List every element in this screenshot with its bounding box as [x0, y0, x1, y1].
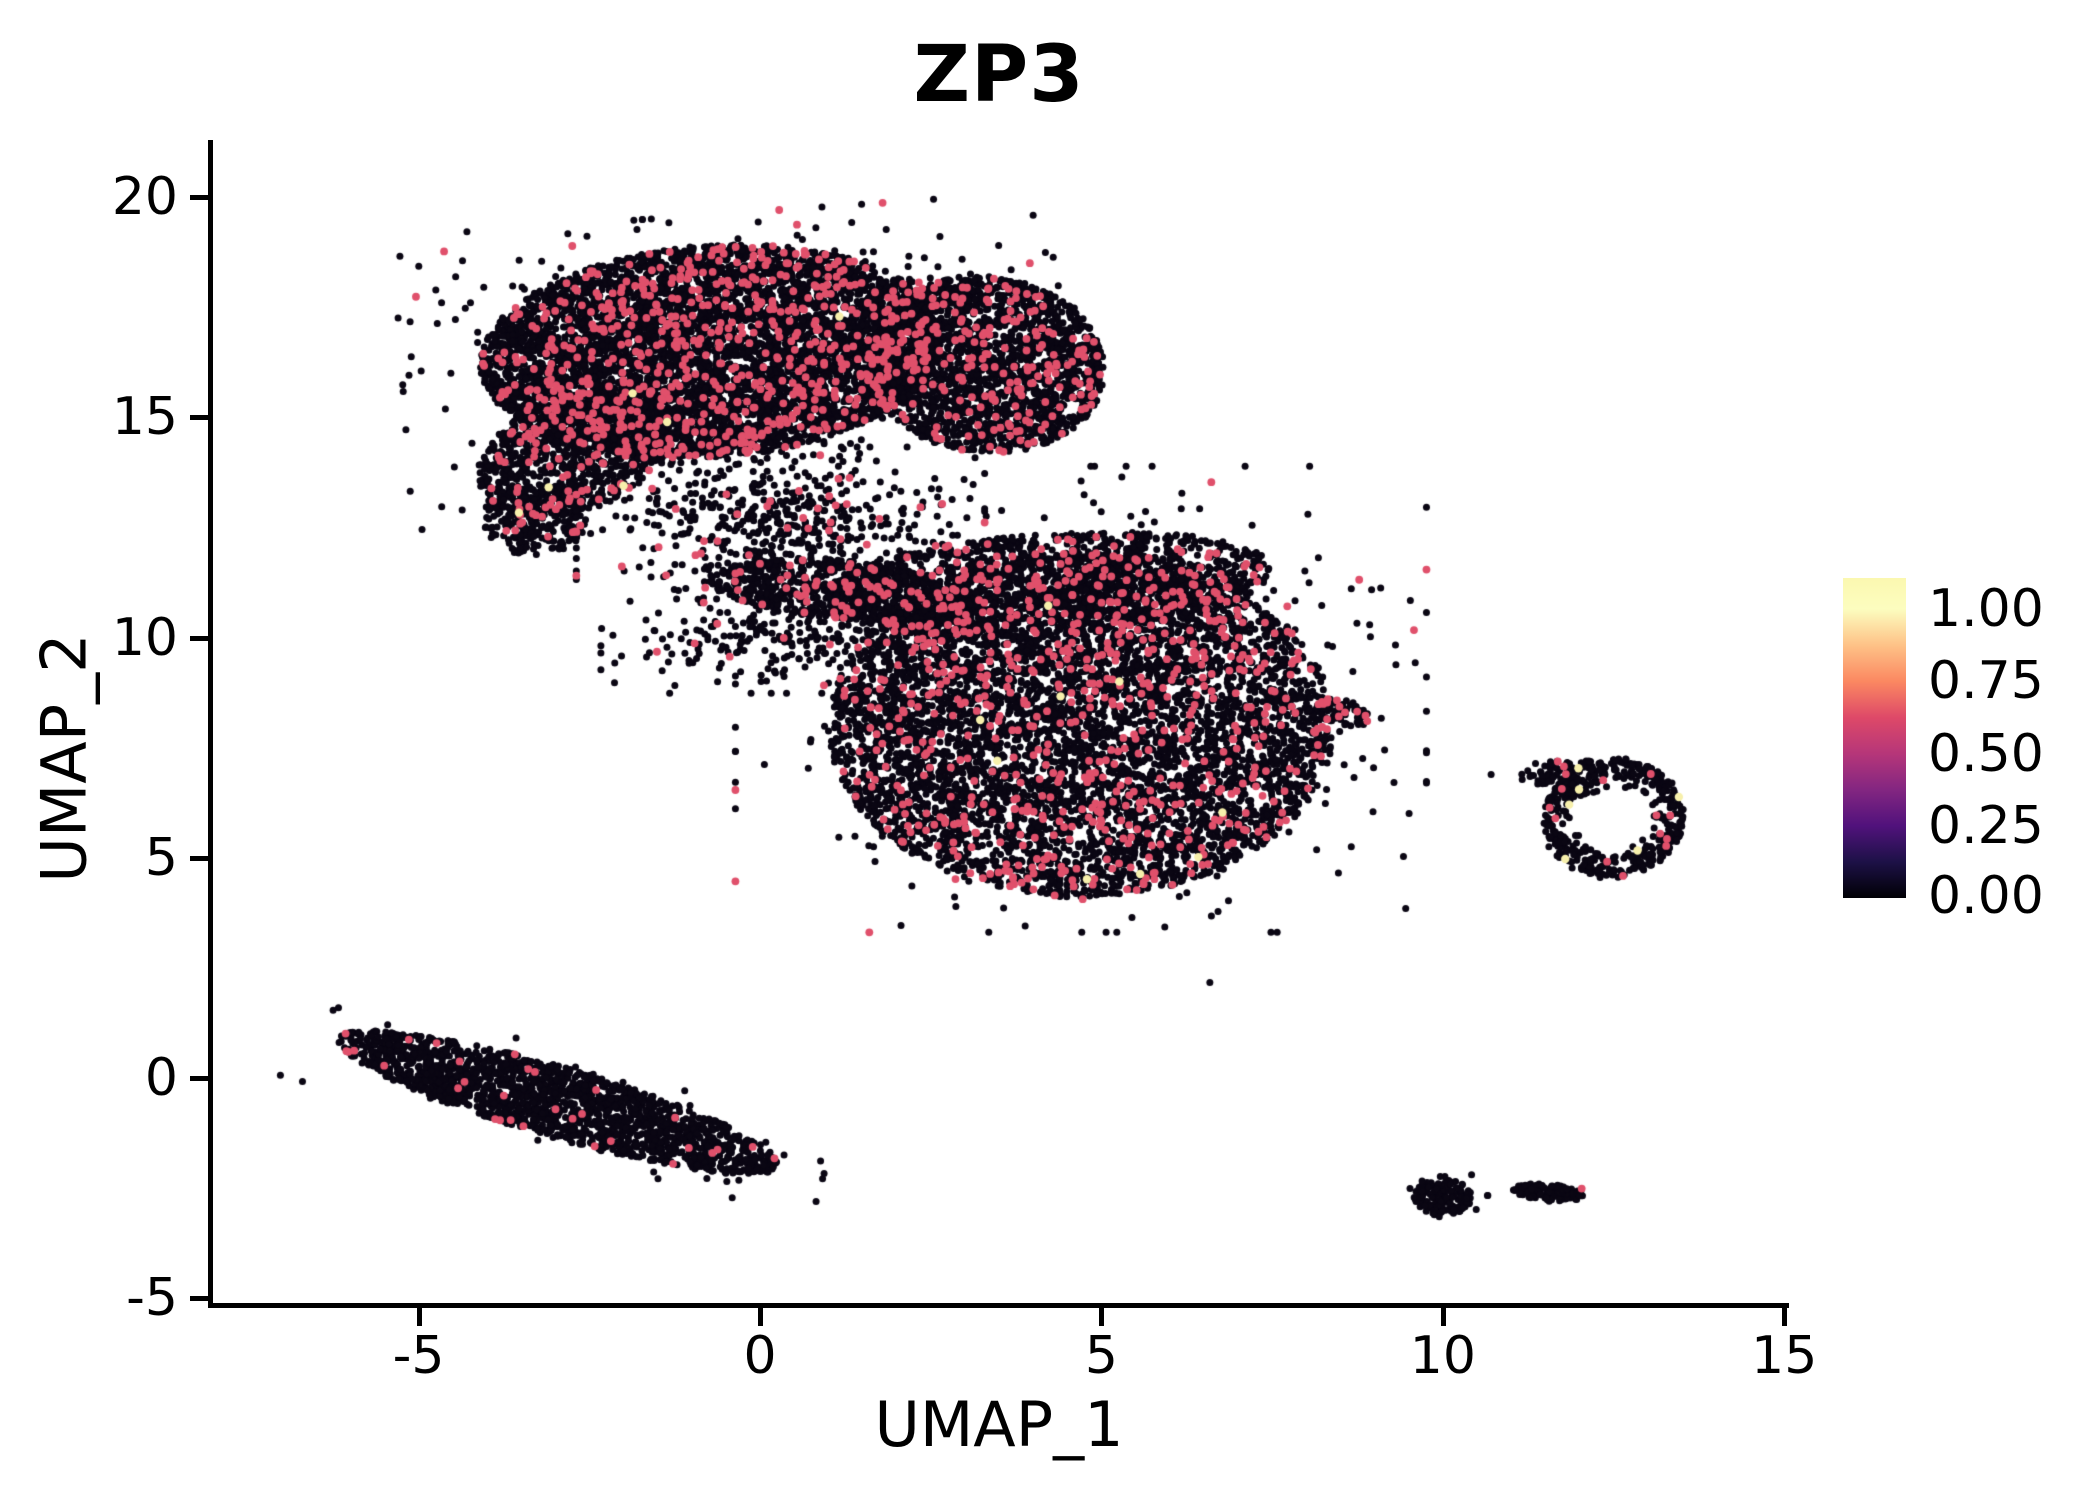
x-tick-mark [1099, 1308, 1105, 1326]
y-tick-mark [190, 1296, 208, 1302]
x-axis-title: UMAP_1 [874, 1388, 1124, 1461]
plot-title: ZP3 [913, 30, 1085, 120]
x-tick-mark [758, 1308, 763, 1326]
x-tick-mark [416, 1308, 422, 1326]
colorbar-tick-label: 0.00 [1928, 866, 2044, 926]
colorbar-gradient [1843, 578, 1906, 898]
x-tick-label: 10 [1409, 1326, 1476, 1386]
x-tick-mark [1440, 1308, 1446, 1326]
y-tick-label: -5 [126, 1268, 178, 1329]
colorbar-tick-label: 1.00 [1928, 579, 2044, 640]
y-tick-label: 5 [144, 827, 178, 888]
y-tick-mark [190, 195, 208, 201]
y-tick-mark [190, 635, 208, 641]
y-tick-mark [190, 855, 208, 861]
x-tick-mark [1782, 1308, 1788, 1326]
colorbar-tick-label: 0.25 [1928, 795, 2044, 856]
y-axis-line [208, 140, 213, 1308]
x-tick-label: -5 [392, 1326, 445, 1386]
y-axis-title: UMAP_2 [27, 633, 101, 883]
colorbar-tick-label: 0.75 [1928, 651, 2044, 712]
x-tick-label: 5 [1084, 1326, 1118, 1386]
x-tick-label: 15 [1751, 1326, 1818, 1386]
colorbar-tick-label: 0.50 [1928, 723, 2044, 784]
y-tick-label: 10 [111, 607, 178, 668]
y-tick-label: 20 [111, 167, 178, 228]
x-axis-line [208, 1303, 1789, 1308]
x-tick-label: 0 [743, 1326, 777, 1386]
y-tick-mark [190, 415, 208, 421]
y-tick-mark [190, 1076, 208, 1082]
y-tick-label: 15 [111, 387, 178, 448]
y-tick-label: 0 [144, 1048, 178, 1109]
